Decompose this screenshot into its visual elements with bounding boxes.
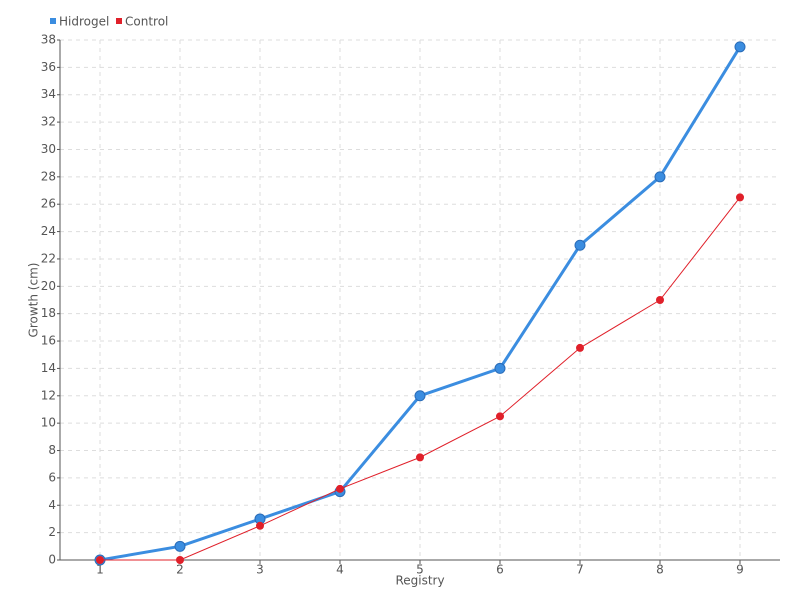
data-point xyxy=(256,521,264,530)
data-point xyxy=(96,556,104,564)
x-tick-label: 9 xyxy=(736,563,744,577)
y-tick-label: 8 xyxy=(48,443,56,457)
x-tick-label: 2 xyxy=(176,563,184,577)
y-tick-label: 36 xyxy=(41,60,56,74)
y-tick-label: 2 xyxy=(48,525,56,539)
data-point xyxy=(414,390,426,402)
legend-swatch xyxy=(50,18,56,24)
legend-label: Control xyxy=(125,15,168,29)
y-tick-label: 12 xyxy=(41,388,56,402)
y-tick-label: 32 xyxy=(41,115,56,129)
x-tick-label: 5 xyxy=(416,563,424,577)
y-tick-label: 24 xyxy=(41,224,56,238)
y-tick-label: 30 xyxy=(41,142,56,156)
data-point xyxy=(736,193,744,202)
data-point xyxy=(176,556,184,564)
y-tick-label: 20 xyxy=(41,279,56,293)
x-tick-label: 4 xyxy=(336,563,344,577)
y-tick-label: 4 xyxy=(48,498,56,512)
y-tick-label: 16 xyxy=(41,334,56,348)
y-tick-label: 26 xyxy=(41,197,56,211)
data-point xyxy=(416,453,424,462)
y-tick-label: 28 xyxy=(41,169,56,183)
y-tick-label: 34 xyxy=(41,87,56,101)
x-tick-label: 1 xyxy=(96,563,104,577)
data-point xyxy=(494,362,506,374)
y-tick-label: 38 xyxy=(41,33,56,47)
x-tick-label: 6 xyxy=(496,563,504,577)
x-tick-label: 8 xyxy=(656,563,664,577)
x-axis-label: Registry xyxy=(395,574,444,588)
legend-swatch xyxy=(116,18,122,24)
y-tick-label: 22 xyxy=(41,251,56,265)
legend-label: Hidrogel xyxy=(59,15,109,29)
data-point xyxy=(574,239,586,251)
y-tick-label: 14 xyxy=(41,361,56,375)
x-tick-label: 3 xyxy=(256,563,264,577)
data-point xyxy=(734,41,746,53)
y-axis-label: Growth (cm) xyxy=(27,263,41,338)
y-tick-label: 10 xyxy=(41,416,56,430)
data-point xyxy=(496,412,504,421)
x-tick-label: 7 xyxy=(576,563,584,577)
y-tick-label: 6 xyxy=(48,470,56,484)
data-point xyxy=(336,484,344,493)
data-point xyxy=(654,171,666,183)
y-tick-label: 18 xyxy=(41,306,56,320)
y-tick-label: 0 xyxy=(48,553,56,567)
data-point xyxy=(174,540,186,552)
data-point xyxy=(576,343,584,352)
data-point xyxy=(656,296,664,304)
